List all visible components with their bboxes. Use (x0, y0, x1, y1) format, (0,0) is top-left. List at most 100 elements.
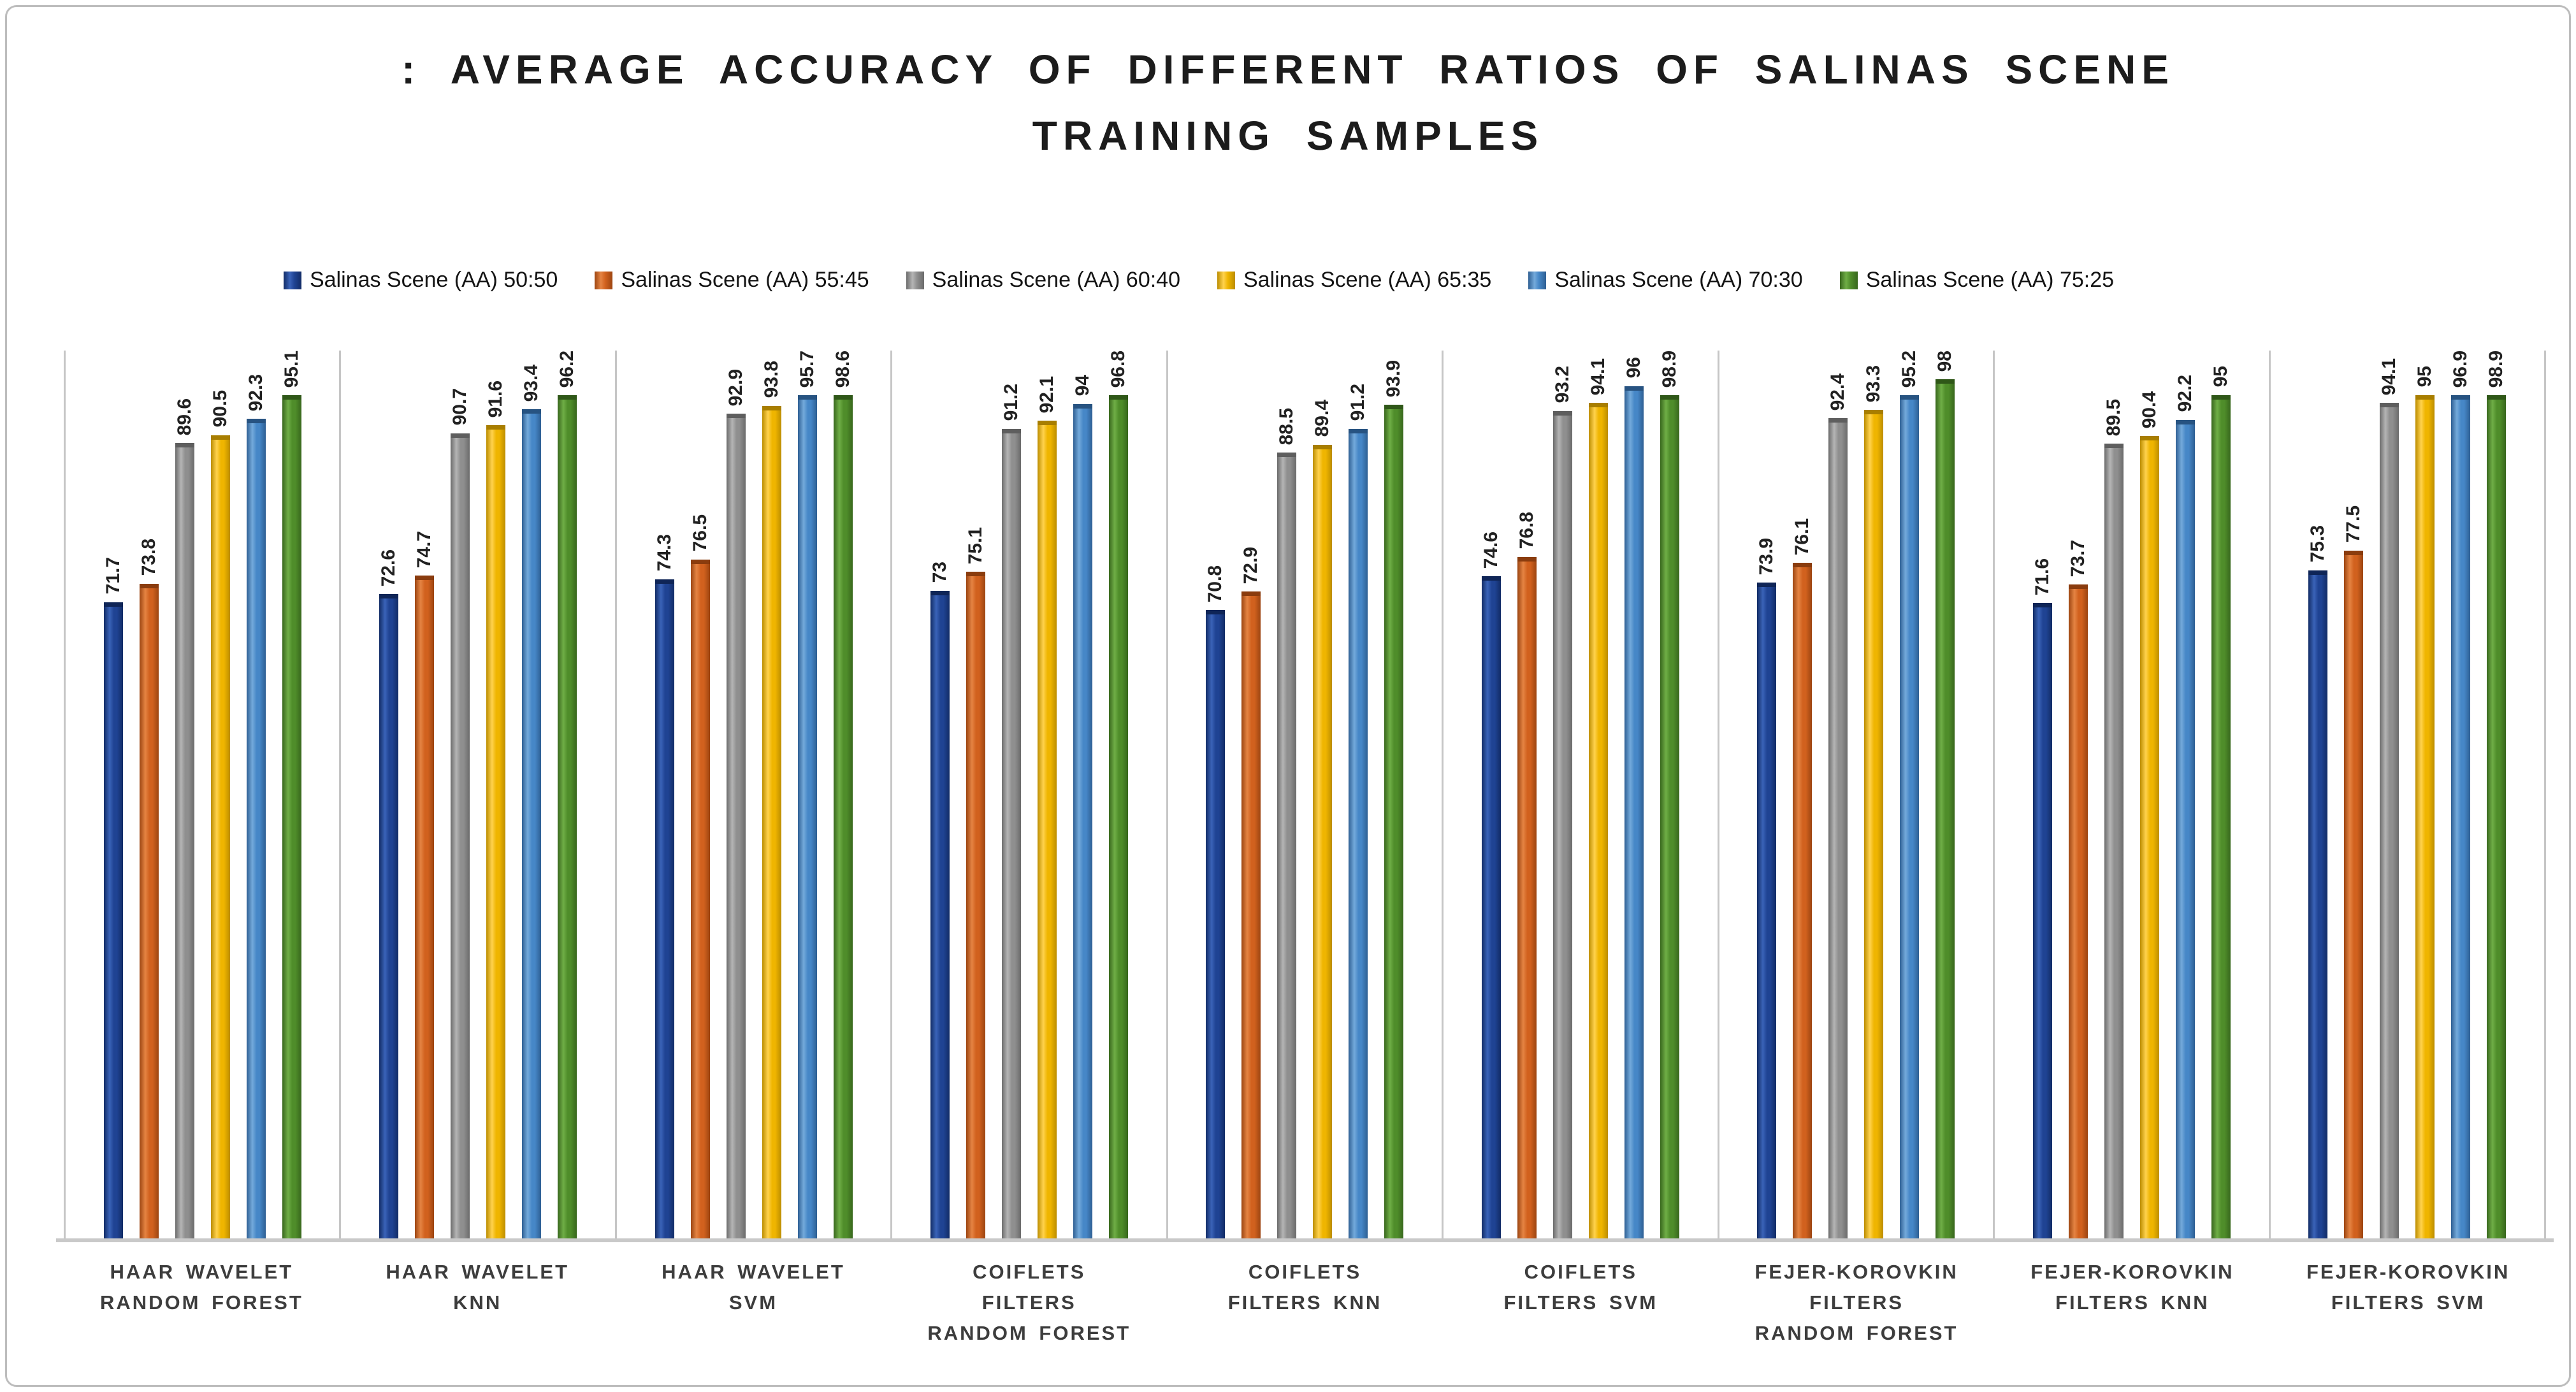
bar-value-label: 91.2 (1347, 384, 1369, 421)
bar-column: 98 (1934, 351, 1956, 1240)
bar-value-label: 74.3 (653, 534, 675, 572)
bar-value-label: 95.7 (796, 351, 818, 388)
bar-series-4 (246, 419, 266, 1240)
bar-group-6: 73.9 76.1 92.4 93.3 95.2 98 (1717, 351, 1993, 1240)
bar-series-2 (726, 414, 746, 1240)
x-axis-baseline (56, 1238, 2554, 1242)
bar-value-label: 92.9 (725, 368, 746, 407)
bar-column: 92.3 (245, 351, 266, 1240)
bar-series-1 (1517, 556, 1537, 1240)
legend-label: Salinas Scene (AA) 65:35 (1243, 268, 1492, 292)
bar-column: 95 (2414, 351, 2435, 1240)
bar-series-2 (175, 443, 194, 1240)
bar-value-label: 98 (1934, 351, 1956, 372)
bar-series-3 (1588, 403, 1608, 1240)
legend-swatch-icon (1217, 271, 1235, 289)
legend-swatch-icon (906, 271, 924, 289)
bar-series-1 (139, 583, 159, 1240)
bar-column: 96.9 (2450, 351, 2471, 1240)
bar-column: 91.2 (1347, 351, 1369, 1240)
bar-value-label: 76.1 (1791, 518, 1813, 556)
bar-series-0 (2308, 570, 2328, 1240)
bar-value-label: 96.2 (556, 351, 578, 388)
chart-title-line1: : AVERAGE ACCURACY OF DIFFERENT RATIOS O… (402, 47, 2174, 92)
bar-series-3 (2415, 395, 2435, 1240)
bar-value-label: 72.6 (378, 549, 400, 587)
bar-value-label: 96.8 (1108, 351, 1129, 388)
legend-item-2: Salinas Scene (AA) 60:40 (906, 268, 1180, 293)
bar-column: 90.7 (449, 351, 471, 1240)
bar-series-1 (2068, 584, 2088, 1240)
bar-column: 89.4 (1312, 351, 1333, 1240)
bar-value-label: 91.6 (485, 380, 507, 418)
bar-group-3: 73 75.1 91.2 92.1 94 96.8 (890, 351, 1166, 1240)
bar-series-0 (1481, 576, 1501, 1240)
bar-column: 98.9 (2486, 351, 2507, 1240)
legend-label: Salinas Scene (AA) 50:50 (309, 268, 558, 292)
bar-value-label: 89.6 (173, 398, 195, 436)
bar-series-5 (833, 395, 853, 1240)
bar-group-0: 71.7 73.8 89.6 90.5 92.3 95.1 (64, 351, 339, 1240)
bar-series-3 (762, 405, 781, 1240)
x-axis-category-label-7: FEJER-KOROVKIN FILTERS KNN (2030, 1261, 2234, 1314)
bar-series-2 (1277, 453, 1297, 1240)
bar-series-4 (2451, 395, 2471, 1240)
bar-series-1 (1241, 591, 1261, 1240)
x-axis-category-label-5: COIFLETS FILTERS SVM (1503, 1261, 1658, 1314)
bar-column: 73.9 (1756, 351, 1777, 1240)
bar-series-2 (1828, 418, 1848, 1240)
legend-swatch-icon (1528, 271, 1547, 289)
bar-column: 71.6 (2031, 351, 2053, 1240)
legend-item-5: Salinas Scene (AA) 75:25 (1839, 268, 2114, 293)
bar-column: 74.6 (1480, 351, 1501, 1240)
legend-item-4: Salinas Scene (AA) 70:30 (1528, 268, 1803, 293)
bar-value-label: 96.9 (2450, 351, 2471, 388)
bar-value-label: 93.9 (1383, 359, 1405, 398)
bar-series-1 (2344, 550, 2364, 1240)
bar-series-3 (1864, 410, 1884, 1240)
bar-value-label: 92.1 (1036, 375, 1058, 414)
bar-column: 93.2 (1552, 351, 1573, 1240)
x-axis-category-label-2: HAAR WAVELET SVM (662, 1261, 845, 1314)
bar-value-label: 95 (2210, 366, 2231, 388)
bar-group-5: 74.6 76.8 93.2 94.1 96 98.9 (1442, 351, 1717, 1240)
bar-column: 76.5 (690, 351, 711, 1240)
bar-value-label: 71.6 (2031, 558, 2053, 596)
legend: Salinas Scene (AA) 50:50 Salinas Scene (A… (38, 268, 2359, 293)
bar-value-label: 73.8 (138, 539, 159, 576)
bar-value-label: 98.9 (2486, 351, 2507, 388)
bar-group-7: 71.6 73.7 89.5 90.4 92.2 95 (1993, 351, 2268, 1240)
bar-value-label: 98.9 (1658, 351, 1680, 388)
bar-value-label: 92.3 (245, 374, 266, 412)
bar-series-0 (103, 602, 123, 1240)
bar-column: 74.3 (653, 351, 675, 1240)
bar-series-3 (1313, 444, 1333, 1240)
bar-column: 89.6 (173, 351, 195, 1240)
bar-column: 75.1 (965, 351, 986, 1240)
x-axis-category-label-8: FEJER-KOROVKIN FILTERS SVM (2306, 1261, 2510, 1314)
legend-label: Salinas Scene (AA) 70:30 (1554, 268, 1803, 292)
bar-column: 75.3 (2307, 351, 2328, 1240)
bar-series-5 (1936, 379, 1955, 1240)
bar-column: 73.7 (2067, 351, 2088, 1240)
bar-value-label: 89.4 (1312, 400, 1333, 437)
x-axis-category-label-0: HAAR WAVELET RANDOM FOREST (99, 1261, 303, 1314)
bar-column: 96 (1623, 351, 1644, 1240)
bar-series-4 (1073, 403, 1093, 1240)
bar-value-label: 73.7 (2067, 539, 2088, 577)
bar-value-label: 77.5 (2343, 505, 2364, 543)
bar-series-2 (2380, 403, 2399, 1240)
bar-column: 88.5 (1276, 351, 1297, 1240)
x-axis-labels: HAAR WAVELET RANDOM FOREST HAAR WAVELET K… (64, 1257, 2546, 1349)
bar-series-5 (1384, 405, 1404, 1240)
bar-group-8: 75.3 77.5 94.1 95 96.9 98.9 (2268, 351, 2544, 1240)
legend-swatch-icon (1839, 271, 1858, 289)
bar-column: 96.2 (556, 351, 578, 1240)
legend-item-3: Salinas Scene (AA) 65:35 (1217, 268, 1491, 293)
bar-value-label: 90.7 (449, 388, 471, 426)
bar-value-label: 94 (1072, 375, 1094, 396)
bar-series-4 (1624, 386, 1644, 1240)
chart-title-line2: TRAINING SAMPLES (1032, 112, 1544, 159)
bar-value-label: 90.5 (209, 390, 231, 428)
bar-column: 76.8 (1516, 351, 1537, 1240)
